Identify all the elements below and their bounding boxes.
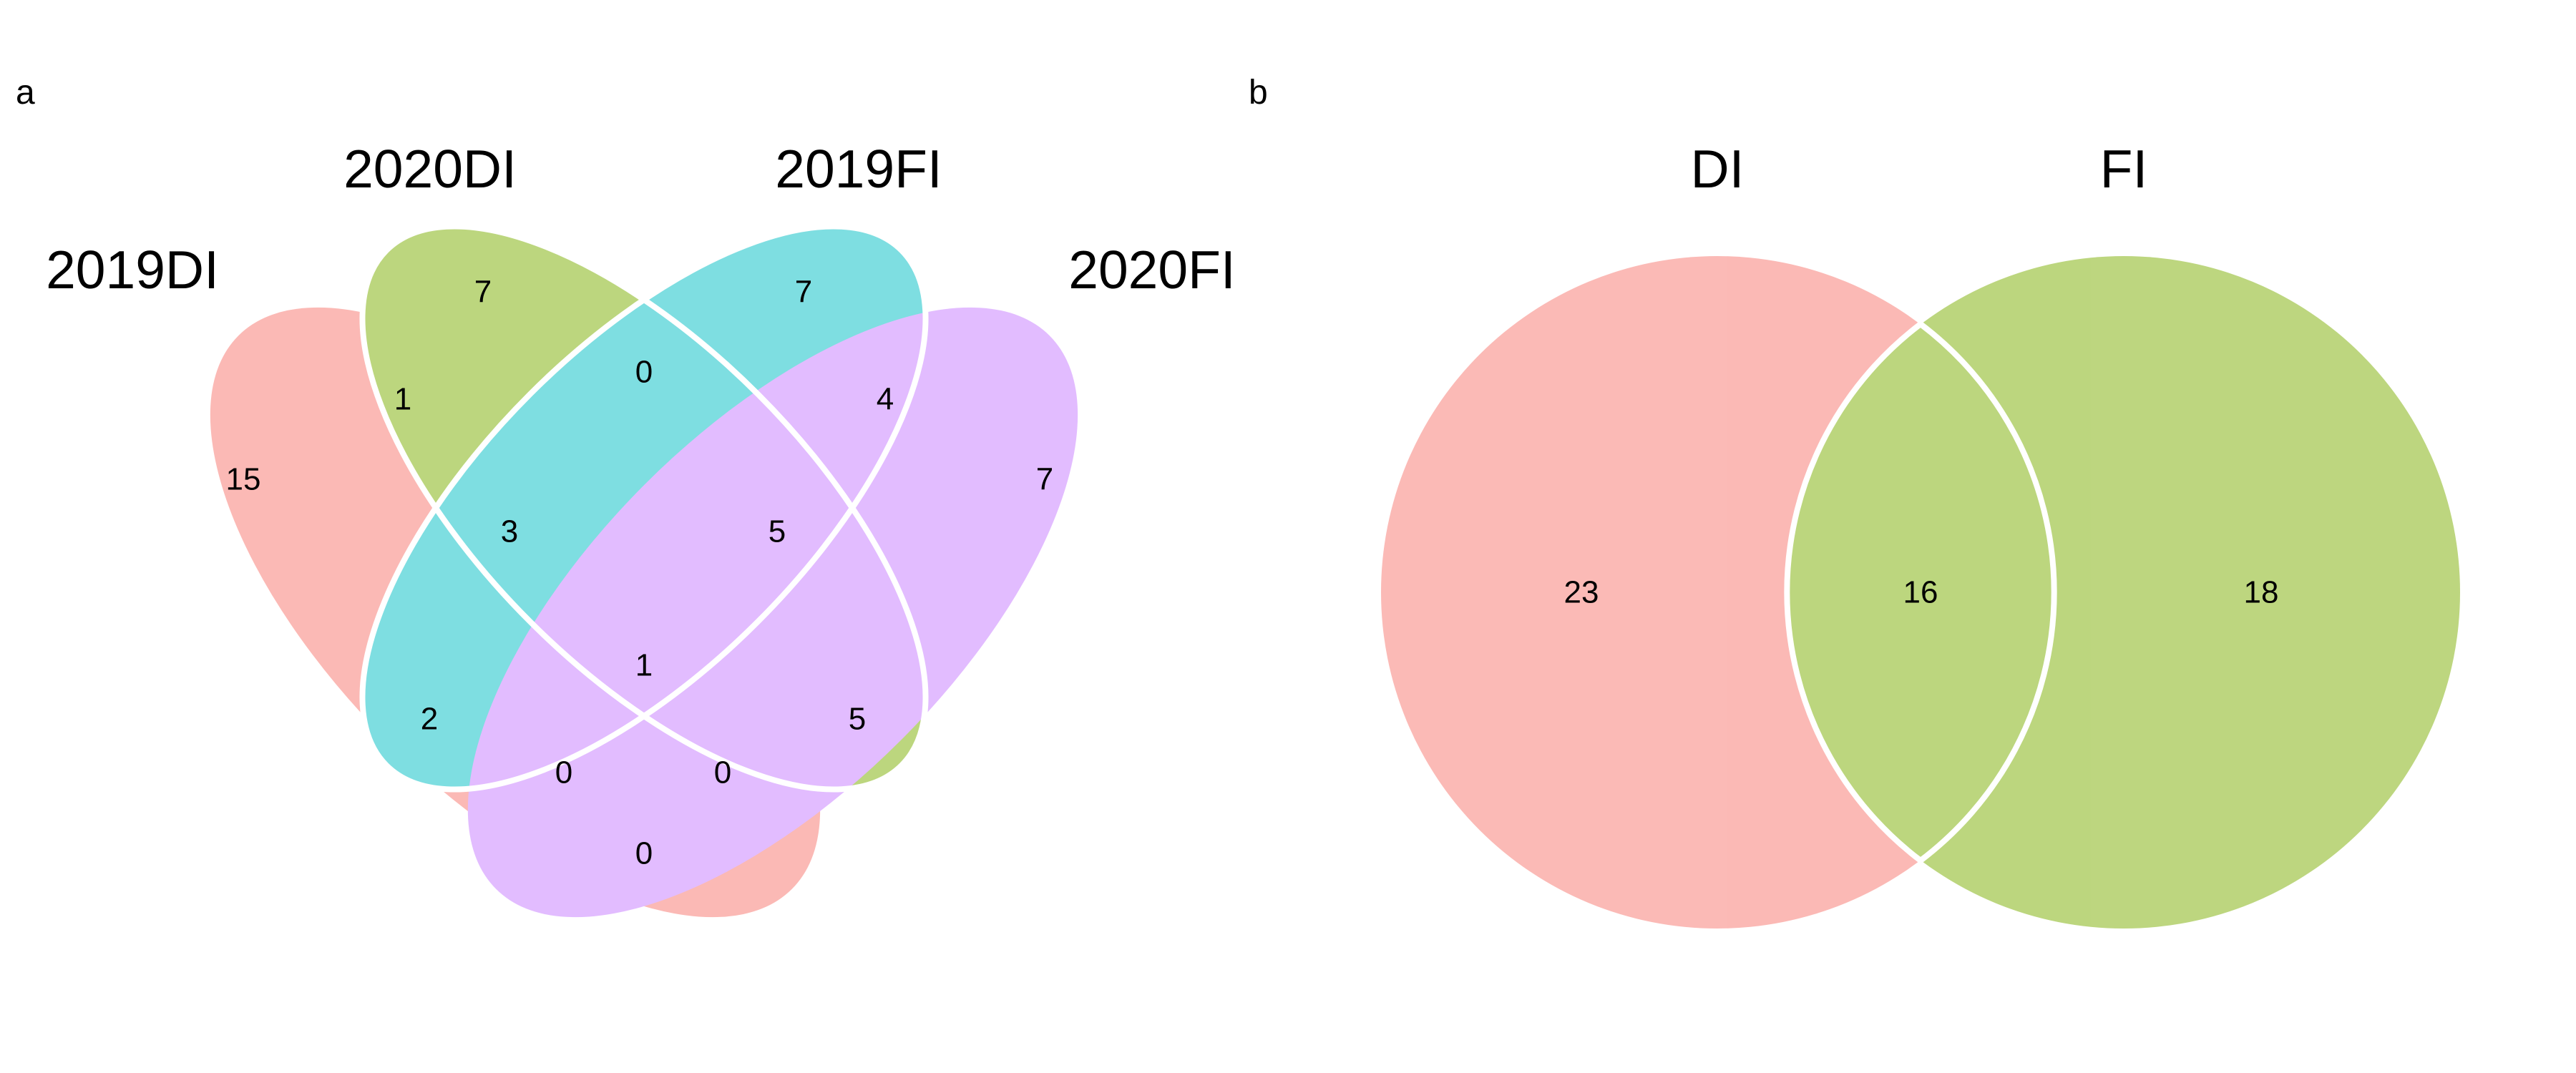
panel-a-label: a — [16, 74, 35, 112]
set-label-2019DI: 2019DI — [46, 240, 219, 300]
region-count: 16 — [1903, 575, 1938, 610]
region-count: 5 — [849, 702, 866, 737]
set-label-DI: DI — [1691, 139, 1745, 199]
region-count: 3 — [501, 514, 518, 549]
region-count: 7 — [1036, 462, 1053, 497]
region-count: 4 — [877, 382, 894, 417]
set-2020FI-ellipse — [467, 307, 1078, 918]
panel-b-label: b — [1249, 74, 1268, 112]
venn-b-outlines — [1784, 320, 2057, 865]
set-label-2019FI: 2019FI — [775, 139, 942, 199]
region-count: 5 — [769, 514, 786, 549]
region-count: 15 — [226, 462, 261, 497]
set-label-2020DI: 2020DI — [343, 139, 517, 199]
region-count: 2 — [421, 702, 438, 737]
venn-b-fills — [1381, 256, 2460, 929]
region-count: 0 — [555, 755, 572, 790]
set-FI-circle — [1787, 256, 2460, 929]
region-count: 1 — [394, 382, 411, 417]
region-count: 0 — [635, 355, 653, 390]
venn-a-fills — [210, 226, 1078, 918]
region-count: 18 — [2244, 575, 2279, 610]
panel-a: a 2019DI 2020DI 2019FI 2020FI 15 7 7 7 1… — [16, 74, 1236, 918]
set-label-2020FI: 2020FI — [1068, 240, 1236, 300]
region-count: 7 — [474, 275, 492, 310]
venn-b-counts: 23 16 18 — [1564, 575, 2279, 610]
region-count: 0 — [635, 836, 653, 871]
region-count: 23 — [1564, 575, 1599, 610]
venn-a-outlines — [359, 223, 929, 793]
region-count: 7 — [795, 275, 812, 310]
venn-a-counts: 15 7 7 7 1 0 4 3 5 1 2 5 0 0 0 — [226, 275, 1054, 871]
panel-b: b DI FI 23 16 18 — [1249, 74, 2460, 929]
region-count: 0 — [714, 755, 731, 790]
set-label-FI: FI — [2100, 139, 2148, 199]
region-count: 1 — [635, 648, 653, 683]
